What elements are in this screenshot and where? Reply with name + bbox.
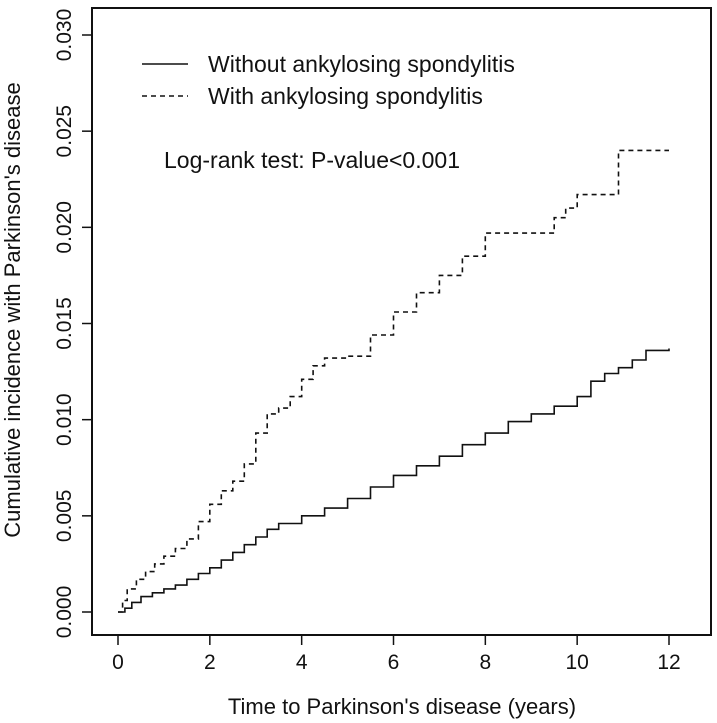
y-tick-label: 0.015 xyxy=(53,297,76,350)
x-tick-label: 10 xyxy=(565,651,588,674)
x-axis-title: Time to Parkinson's disease (years) xyxy=(228,694,576,719)
x-tick-label: 2 xyxy=(204,651,216,674)
y-axis-title: Cumulative incidence with Parkinson's di… xyxy=(0,82,25,537)
y-tick-label: 0.005 xyxy=(53,490,76,543)
series-line-without-as xyxy=(118,348,670,613)
x-tick-label: 12 xyxy=(657,651,680,674)
y-tick-label: 0.010 xyxy=(53,393,76,446)
y-tick-label: 0.020 xyxy=(53,201,76,254)
y-tick-label: 0.000 xyxy=(53,586,76,639)
y-axis: 0.000 0.005 0.010 0.015 0.020 0.025 0.030 xyxy=(53,9,93,639)
x-tick-label: 4 xyxy=(296,651,308,674)
log-rank-annotation: Log-rank test: P-value<0.001 xyxy=(164,147,460,173)
x-tick-label: 8 xyxy=(479,651,491,674)
y-tick-label: 0.025 xyxy=(53,105,76,158)
legend-label-without-as: Without ankylosing spondylitis xyxy=(208,51,515,77)
x-tick-label: 6 xyxy=(388,651,400,674)
x-axis: 0 2 4 6 8 10 12 xyxy=(112,634,681,674)
series-layer xyxy=(118,149,670,613)
series-line-with-as xyxy=(118,149,669,613)
y-tick-label: 0.030 xyxy=(53,9,76,62)
legend: Without ankylosing spondylitis With anky… xyxy=(142,51,515,109)
legend-label-with-as: With ankylosing spondylitis xyxy=(208,83,483,109)
x-tick-label: 0 xyxy=(112,651,124,674)
